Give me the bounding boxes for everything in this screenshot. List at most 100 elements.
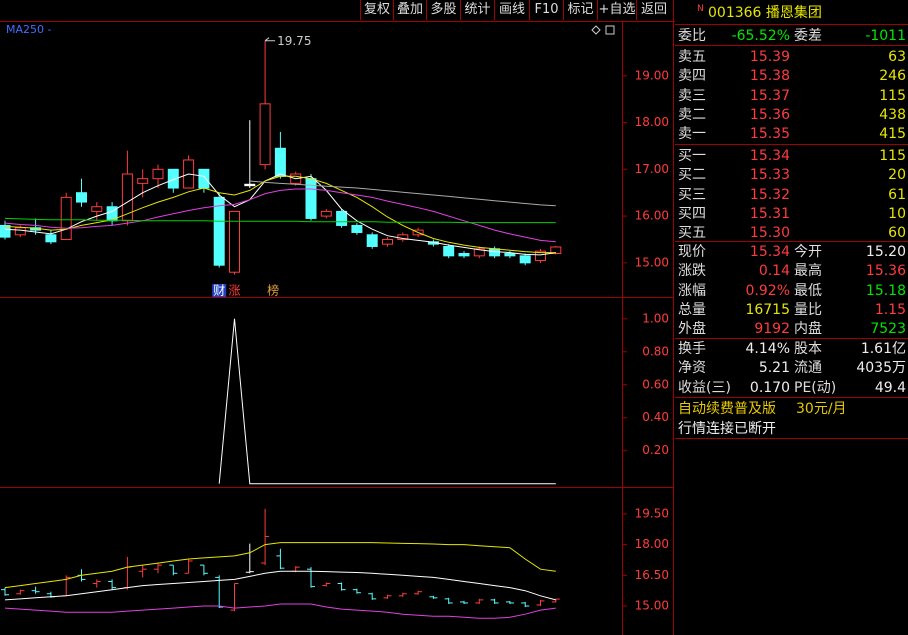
value: 0.92% xyxy=(745,282,790,299)
order-level: 买三 xyxy=(678,186,706,203)
label: 股本 xyxy=(794,341,822,357)
label: 现价 xyxy=(678,244,706,260)
order-volume: 61 xyxy=(888,186,906,203)
candle-body xyxy=(382,238,393,245)
order-price: 15.33 xyxy=(749,167,790,184)
label: 换手 xyxy=(678,341,706,357)
tag: 涨 xyxy=(228,283,240,298)
divider xyxy=(675,397,908,398)
divider xyxy=(675,241,908,242)
value: 49.4 xyxy=(874,379,906,396)
candle-body xyxy=(152,168,164,180)
candle-body xyxy=(76,192,87,203)
promo-price[interactable]: 30元/月 xyxy=(796,401,847,417)
candle-body xyxy=(259,103,271,166)
toolbar-button[interactable]: 标记 xyxy=(563,0,597,20)
candle-body xyxy=(213,196,225,266)
line xyxy=(4,542,556,589)
value: 15.18 xyxy=(865,282,906,299)
order-volume: 63 xyxy=(888,49,906,65)
toolbar-button[interactable]: 画线 xyxy=(494,0,529,20)
value: 5.21 xyxy=(758,360,790,377)
label: 委差 xyxy=(794,28,822,44)
candle-body xyxy=(519,255,531,264)
order-level: 买一 xyxy=(678,148,706,164)
label: 委比 xyxy=(678,28,706,44)
label: 外盘 xyxy=(678,321,706,338)
legend-label: MA250 - xyxy=(6,23,52,36)
y-tick-label: 19.00 xyxy=(635,68,669,82)
chart-area: MA250 - 15.00 16.00 17.00 18.00 19.00 19.75 财涨… xyxy=(0,0,675,635)
label: 量比 xyxy=(794,301,822,318)
order-price: 15.31 xyxy=(749,205,790,222)
order-level: 卖五 xyxy=(678,49,706,65)
order-level: 卖二 xyxy=(678,106,706,123)
label: 最低 xyxy=(794,282,822,299)
order-price: 15.38 xyxy=(749,68,790,85)
line xyxy=(249,180,556,207)
value: -1011 xyxy=(865,28,906,44)
label: 内盘 xyxy=(794,321,822,338)
value: 1.15 xyxy=(874,301,906,318)
order-price: 15.35 xyxy=(749,126,790,143)
annotation-pointer xyxy=(264,37,276,42)
label: 最高 xyxy=(794,263,822,280)
y-tick-label: 18.00 xyxy=(635,115,669,129)
candle-body xyxy=(137,178,149,184)
order-volume: 115 xyxy=(879,148,906,164)
candle-body xyxy=(489,248,501,257)
y-tick-label: 0.80 xyxy=(642,344,669,358)
order-price: 15.32 xyxy=(749,186,790,203)
y-tick-label: 18.00 xyxy=(635,537,669,551)
y-tick-label: 15.00 xyxy=(635,255,669,269)
candle-body xyxy=(336,210,348,226)
promo[interactable]: 自动续费普及版 xyxy=(678,401,776,417)
y-tick-label: 17.00 xyxy=(635,162,669,176)
label: 涨幅 xyxy=(678,282,706,299)
toolbar-button[interactable]: 多股 xyxy=(426,0,460,20)
toolbar-button[interactable]: 返回 xyxy=(636,0,671,20)
line xyxy=(4,603,556,619)
order-volume: 246 xyxy=(879,68,906,85)
candle-body xyxy=(0,224,11,238)
line xyxy=(4,173,556,256)
candle-body xyxy=(366,234,378,247)
candle-body xyxy=(458,253,470,257)
toolbar-button[interactable]: 叠加 xyxy=(393,0,426,20)
toolbar-button[interactable]: +自选 xyxy=(597,0,636,20)
order-volume: 115 xyxy=(879,87,906,104)
order-volume: 60 xyxy=(888,225,906,242)
candle-body xyxy=(14,227,26,236)
y-tick-label: 16.50 xyxy=(635,568,669,582)
order-price: 15.37 xyxy=(749,87,790,104)
y-tick-label: 19.50 xyxy=(635,506,669,520)
divider xyxy=(675,438,908,439)
tag-bg xyxy=(212,284,227,297)
tag: 榜 xyxy=(267,283,279,298)
toolbar-button[interactable]: 统计 xyxy=(460,0,494,20)
order-price: 15.36 xyxy=(749,106,790,123)
candle-body xyxy=(550,246,562,255)
order-level: 买五 xyxy=(678,225,706,242)
icon[interactable] xyxy=(605,25,615,35)
candle-body xyxy=(351,224,363,233)
order-level: 卖一 xyxy=(678,126,706,143)
line xyxy=(4,188,556,243)
candle-body xyxy=(91,206,103,212)
value: 15.20 xyxy=(865,244,906,260)
order-volume: 415 xyxy=(879,126,906,143)
toolbar-button[interactable]: F10 xyxy=(529,0,563,20)
candle-body xyxy=(473,248,485,257)
label: 净资 xyxy=(678,360,706,377)
icon[interactable] xyxy=(591,25,601,35)
toolbar-button[interactable]: 复权 xyxy=(360,0,393,20)
order-price: 15.34 xyxy=(749,148,790,164)
candle-body xyxy=(320,210,332,217)
label: 收益(三) xyxy=(678,379,731,396)
value: 16715 xyxy=(745,301,790,318)
value: 4.14% xyxy=(745,341,790,357)
label: 总量 xyxy=(678,301,706,318)
value: 15.36 xyxy=(865,263,906,280)
candle-body xyxy=(229,210,240,273)
